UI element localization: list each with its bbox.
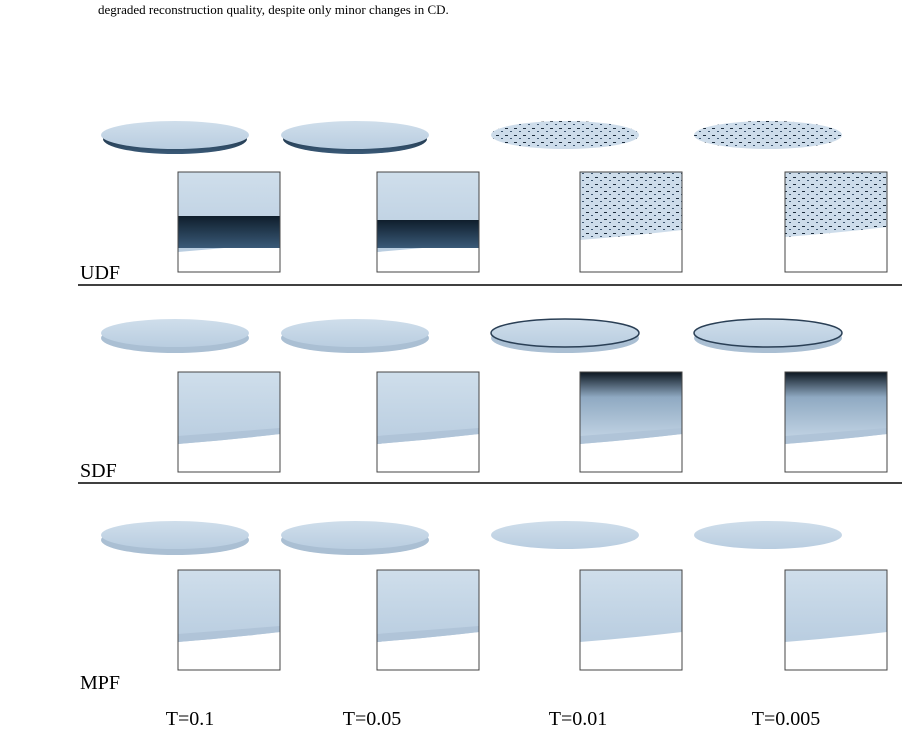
inset-frame bbox=[784, 371, 888, 473]
inset-surface bbox=[178, 570, 280, 642]
row-label: UDF bbox=[80, 262, 120, 284]
inset-frame bbox=[177, 371, 281, 473]
disk bbox=[281, 319, 429, 347]
inset-surface bbox=[580, 570, 682, 642]
inset-edge bbox=[377, 626, 479, 642]
disk bbox=[101, 521, 249, 549]
row-label: SDF bbox=[80, 460, 117, 482]
row-label: MPF bbox=[80, 672, 120, 694]
inset-frame bbox=[579, 171, 683, 273]
inset-band bbox=[377, 220, 479, 248]
disk bbox=[281, 521, 429, 549]
inset-frame bbox=[376, 569, 480, 671]
disk bbox=[281, 121, 429, 149]
inset-surface bbox=[377, 372, 479, 444]
inset-surface bbox=[377, 570, 479, 642]
inset-frame bbox=[177, 569, 281, 671]
inset-edge bbox=[178, 626, 280, 642]
inset-surface bbox=[580, 372, 682, 444]
disk bbox=[101, 121, 249, 149]
inset-frame bbox=[376, 371, 480, 473]
disk bbox=[101, 319, 249, 347]
disk bbox=[490, 318, 640, 348]
inset-edge bbox=[178, 428, 280, 444]
inset-surface bbox=[785, 172, 887, 237]
disk bbox=[694, 521, 842, 549]
disk bbox=[491, 521, 639, 549]
inset-frame bbox=[784, 569, 888, 671]
inset-frame bbox=[784, 171, 888, 273]
inset-frame bbox=[376, 171, 480, 273]
inset-surface bbox=[580, 172, 682, 240]
inset-edge bbox=[785, 428, 887, 444]
column-label: T=0.1 bbox=[166, 708, 215, 730]
inset-edge bbox=[377, 428, 479, 444]
inset-frame bbox=[579, 569, 683, 671]
disk bbox=[491, 121, 639, 149]
column-label: T=0.005 bbox=[752, 708, 821, 730]
disk bbox=[693, 318, 843, 348]
inset-surface bbox=[785, 570, 887, 642]
inset-band bbox=[178, 216, 280, 248]
inset-surface bbox=[785, 372, 887, 444]
caption: degraded reconstruction quality, despite… bbox=[98, 2, 449, 17]
column-label: T=0.05 bbox=[343, 708, 402, 730]
inset-frame bbox=[579, 371, 683, 473]
inset-frame bbox=[177, 171, 281, 273]
inset-edge bbox=[580, 428, 682, 444]
disk bbox=[694, 121, 842, 149]
column-label: T=0.01 bbox=[549, 708, 608, 730]
inset-surface bbox=[178, 372, 280, 444]
